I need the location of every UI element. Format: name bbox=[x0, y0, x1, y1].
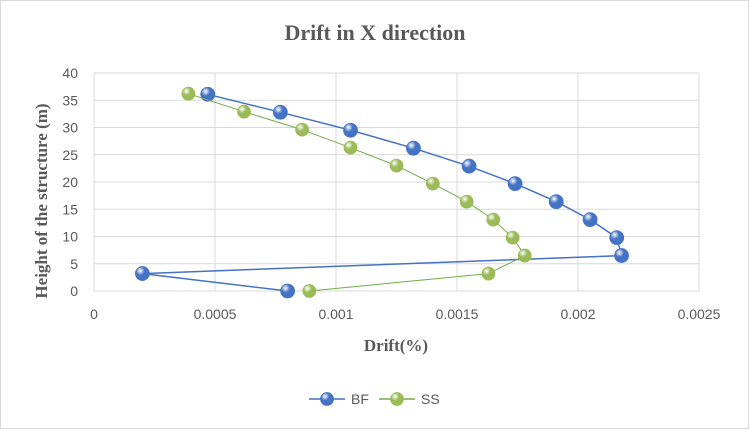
y-tick-label: 0 bbox=[70, 283, 78, 299]
data-point bbox=[343, 140, 358, 155]
y-tick-label: 15 bbox=[62, 201, 78, 217]
data-point bbox=[389, 158, 404, 173]
legend-item-bf: BF bbox=[309, 391, 369, 407]
data-point bbox=[609, 230, 625, 245]
data-point bbox=[343, 122, 358, 138]
x-tick-label: 0.001 bbox=[318, 306, 353, 322]
series-line bbox=[142, 93, 623, 292]
x-tick-label: 0.0005 bbox=[194, 306, 237, 322]
x-axis-ticks: 0 0.0005 0.001 0.0015 0.002 0.0025 bbox=[90, 306, 721, 322]
data-point bbox=[486, 212, 501, 227]
y-tick-label: 30 bbox=[62, 120, 78, 136]
data-point bbox=[134, 266, 150, 281]
data-point bbox=[425, 176, 440, 191]
legend: BF SS bbox=[309, 391, 440, 407]
legend-label: BF bbox=[351, 391, 369, 407]
series-ss bbox=[181, 86, 532, 298]
y-axis-ticks: 0 5 10 15 20 25 30 35 40 bbox=[62, 65, 78, 299]
data-point bbox=[406, 140, 421, 156]
data-point bbox=[517, 248, 532, 263]
data-point bbox=[582, 212, 598, 228]
data-point bbox=[295, 122, 310, 137]
y-tick-label: 5 bbox=[70, 256, 78, 272]
legend-label: SS bbox=[421, 391, 440, 407]
data-point bbox=[200, 86, 216, 102]
y-axis-title: Height of the structure (m) bbox=[32, 103, 51, 298]
data-point bbox=[237, 104, 251, 119]
data-point bbox=[280, 283, 296, 299]
series-bf bbox=[134, 86, 629, 299]
data-point bbox=[505, 230, 520, 245]
data-point bbox=[614, 248, 629, 263]
legend-marker bbox=[320, 392, 334, 406]
data-point bbox=[181, 86, 196, 101]
y-tick-label: 40 bbox=[62, 65, 78, 81]
legend-item-ss: SS bbox=[379, 391, 440, 407]
y-tick-label: 35 bbox=[62, 92, 78, 108]
chart-title: Drift in X direction bbox=[284, 20, 465, 45]
data-point bbox=[507, 176, 523, 192]
data-point bbox=[302, 284, 317, 298]
grid bbox=[93, 72, 700, 292]
data-point bbox=[459, 194, 474, 209]
legend-marker bbox=[390, 392, 404, 406]
x-tick-label: 0 bbox=[90, 306, 98, 322]
x-tick-label: 0.002 bbox=[560, 306, 595, 322]
y-tick-label: 20 bbox=[62, 174, 78, 190]
series-layer bbox=[134, 86, 629, 299]
data-point bbox=[461, 158, 477, 174]
y-tick-label: 25 bbox=[62, 147, 78, 163]
x-tick-label: 0.0015 bbox=[436, 306, 479, 322]
x-axis-title: Drift(%) bbox=[364, 336, 428, 355]
data-point bbox=[481, 266, 496, 281]
x-tick-label: 0.0025 bbox=[678, 306, 721, 322]
y-tick-label: 10 bbox=[62, 229, 78, 245]
data-point bbox=[272, 104, 288, 120]
data-point bbox=[548, 194, 564, 210]
